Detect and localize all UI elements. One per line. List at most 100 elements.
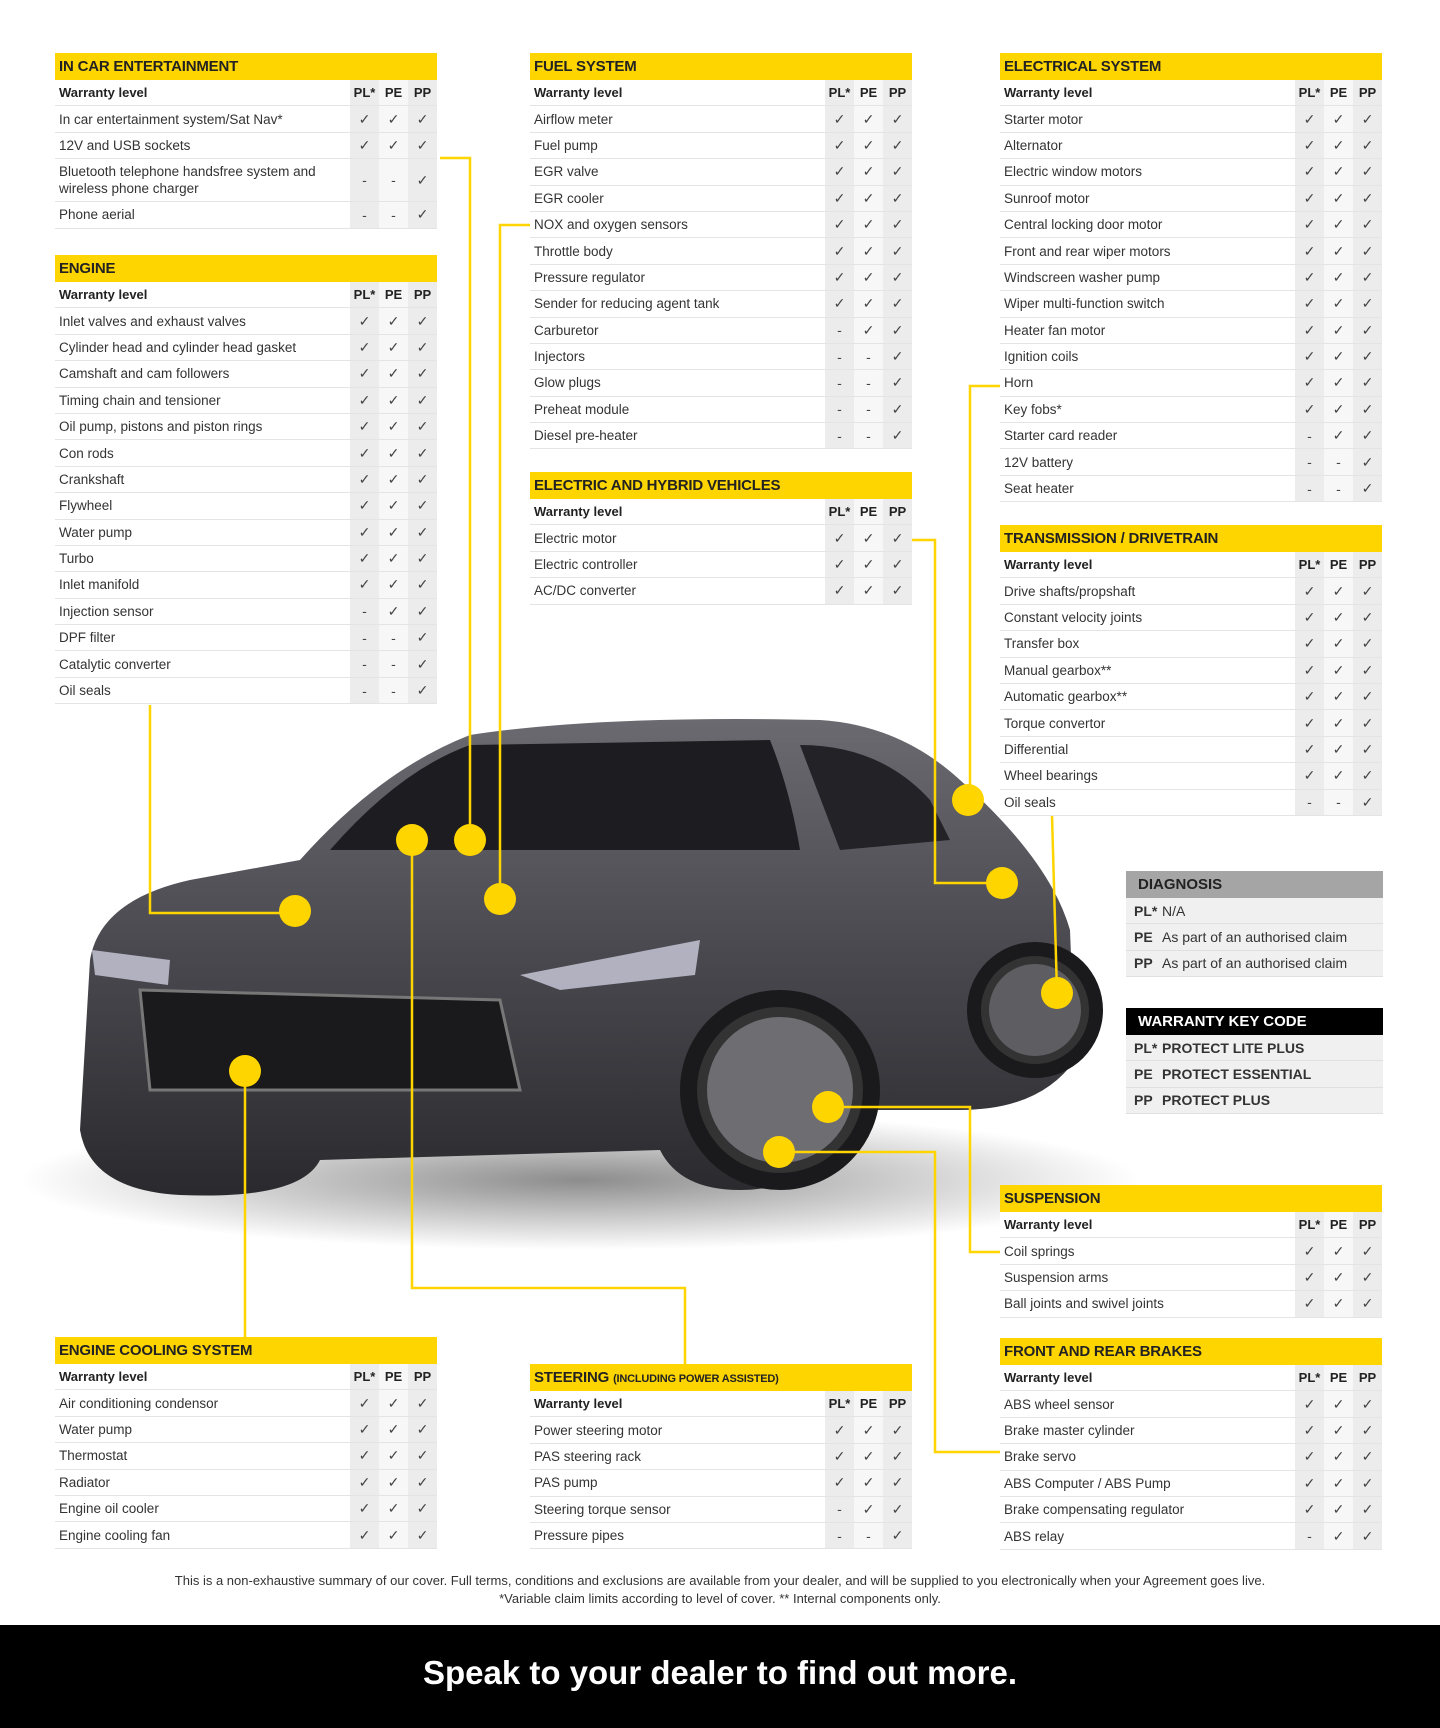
column-header: PL* [825,1391,854,1417]
table-row: Alternator ✓ ✓ ✓ [1000,132,1382,160]
covered-check-icon: ✓ [1353,683,1382,710]
covered-check-icon: ✓ [379,308,408,334]
component-name: Brake master cylinder [1004,1422,1135,1438]
table-header-row: Warranty level PL* PE PP [1000,1212,1382,1239]
not-covered-dash: - [350,598,379,625]
section-title-text: Fuel system [534,58,637,75]
column-header: PE [854,80,883,106]
component-name: Bluetooth telephone handsfree system and… [59,164,316,197]
table-row: EGR valve ✓ ✓ ✓ [530,159,912,186]
warranty-key-code-panel: WARRANTY KEY CODE PL* PROTECT LITE PLUS PE… [1126,1008,1383,1115]
table-row: Injectors - - ✓ [530,343,912,371]
not-covered-dash: - [379,625,408,651]
covered-check-icon: ✓ [350,466,379,493]
section-title: Suspension [1000,1185,1382,1212]
component-name: ABS Computer / ABS Pump [1004,1475,1171,1491]
covered-check-icon: ✓ [883,1522,912,1549]
component-name: Carburetor [534,322,599,338]
key_code-row: PP PROTECT PLUS [1126,1087,1383,1115]
section-title-text: Front and rear brakes [1004,1343,1202,1360]
column-header: PL* [1295,80,1324,106]
column-header: PE [854,1391,883,1417]
covered-check-icon: ✓ [350,1416,379,1443]
table-row: Water pump ✓ ✓ ✓ [55,519,437,546]
hotspot-entertainment [454,824,486,856]
covered-check-icon: ✓ [350,361,379,387]
table-header-row: Warranty level PL* PE PP [55,80,437,107]
covered-check-icon: ✓ [1295,185,1324,211]
hotspot-dots [229,784,1073,1168]
component-name: Engine oil cooler [59,1501,159,1517]
covered-check-icon: ✓ [1295,106,1324,132]
covered-check-icon: ✓ [854,317,883,343]
covered-check-icon: ✓ [854,1443,883,1470]
component-name: Oil seals [59,683,111,699]
covered-check-icon: ✓ [379,1495,408,1522]
covered-check-icon: ✓ [1324,343,1353,370]
covered-check-icon: ✓ [1353,1523,1382,1549]
section-title: Engine cooling system [55,1337,437,1364]
covered-check-icon: ✓ [883,264,912,291]
key-code-title: WARRANTY KEY CODE [1126,1008,1383,1035]
table-row: EGR cooler ✓ ✓ ✓ [530,185,912,212]
table-row: NOX and oxygen sensors ✓ ✓ ✓ [530,211,912,239]
component-name: Transfer box [1004,636,1080,652]
column-header: PP [883,499,912,525]
component-name: PAS pump [534,1475,598,1491]
covered-check-icon: ✓ [854,1496,883,1522]
not-covered-dash: - [1295,475,1324,502]
table-header-row: Warranty level PL* PE PP [530,80,912,107]
component-name: Turbo [59,551,94,567]
table-row: Wheel bearings ✓ ✓ ✓ [1000,763,1382,790]
covered-check-icon: ✓ [1295,1496,1324,1523]
not-covered-dash: - [825,343,854,370]
covered-check-icon: ✓ [825,1470,854,1496]
section-title: Engine [55,255,437,282]
component-name: Camshaft and cam followers [59,366,230,382]
table-row: ABS relay - ✓ ✓ [1000,1523,1382,1550]
table-row: Fuel pump ✓ ✓ ✓ [530,132,912,160]
covered-check-icon: ✓ [379,413,408,440]
covered-check-icon: ✓ [1353,710,1382,736]
component-name: Fuel pump [534,137,598,153]
section-title: Fuel system [530,53,912,80]
component-name: Wheel bearings [1004,768,1098,784]
covered-check-icon: ✓ [350,572,379,598]
covered-check-icon: ✓ [1295,343,1324,370]
covered-check-icon: ✓ [1295,264,1324,291]
table-row: Drive shafts/propshaft ✓ ✓ ✓ [1000,578,1382,605]
not-covered-dash: - [825,423,854,449]
component-name: Torque convertor [1004,715,1106,731]
table-row: Con rods ✓ ✓ ✓ [55,440,437,467]
component-name: Con rods [59,445,114,461]
coverage-table: In car entertainment Warranty level PL* PE P… [55,53,437,229]
component-name: EGR valve [534,164,599,180]
table-row: AC/DC converter ✓ ✓ ✓ [530,578,912,605]
component-name: Pressure pipes [534,1528,625,1544]
table-row: Torque convertor ✓ ✓ ✓ [1000,710,1382,737]
plan-code: PL* [1134,1039,1158,1056]
component-name: Sunroof motor [1004,190,1090,206]
component-name: Injectors [534,349,586,365]
covered-check-icon: ✓ [883,238,912,264]
table-row: Water pump ✓ ✓ ✓ [55,1416,437,1444]
component-name: Alternator [1004,137,1063,153]
side-window [800,745,950,850]
warranty-level-label: Warranty level [534,504,623,520]
covered-check-icon: ✓ [379,519,408,545]
covered-check-icon: ✓ [379,1390,408,1416]
covered-check-icon: ✓ [1324,1291,1353,1317]
covered-check-icon: ✓ [883,1443,912,1470]
covered-check-icon: ✓ [1324,238,1353,264]
covered-check-icon: ✓ [1353,343,1382,370]
covered-check-icon: ✓ [1295,763,1324,789]
table-row: Sender for reducing agent tank ✓ ✓ ✓ [530,291,912,318]
windscreen [330,740,800,850]
not-covered-dash: - [350,202,379,228]
covered-check-icon: ✓ [350,519,379,545]
covered-check-icon: ✓ [379,132,408,159]
hotspot-hybrid [986,867,1018,899]
covered-check-icon: ✓ [1324,1264,1353,1291]
covered-check-icon: ✓ [1353,238,1382,264]
covered-check-icon: ✓ [1353,1391,1382,1417]
